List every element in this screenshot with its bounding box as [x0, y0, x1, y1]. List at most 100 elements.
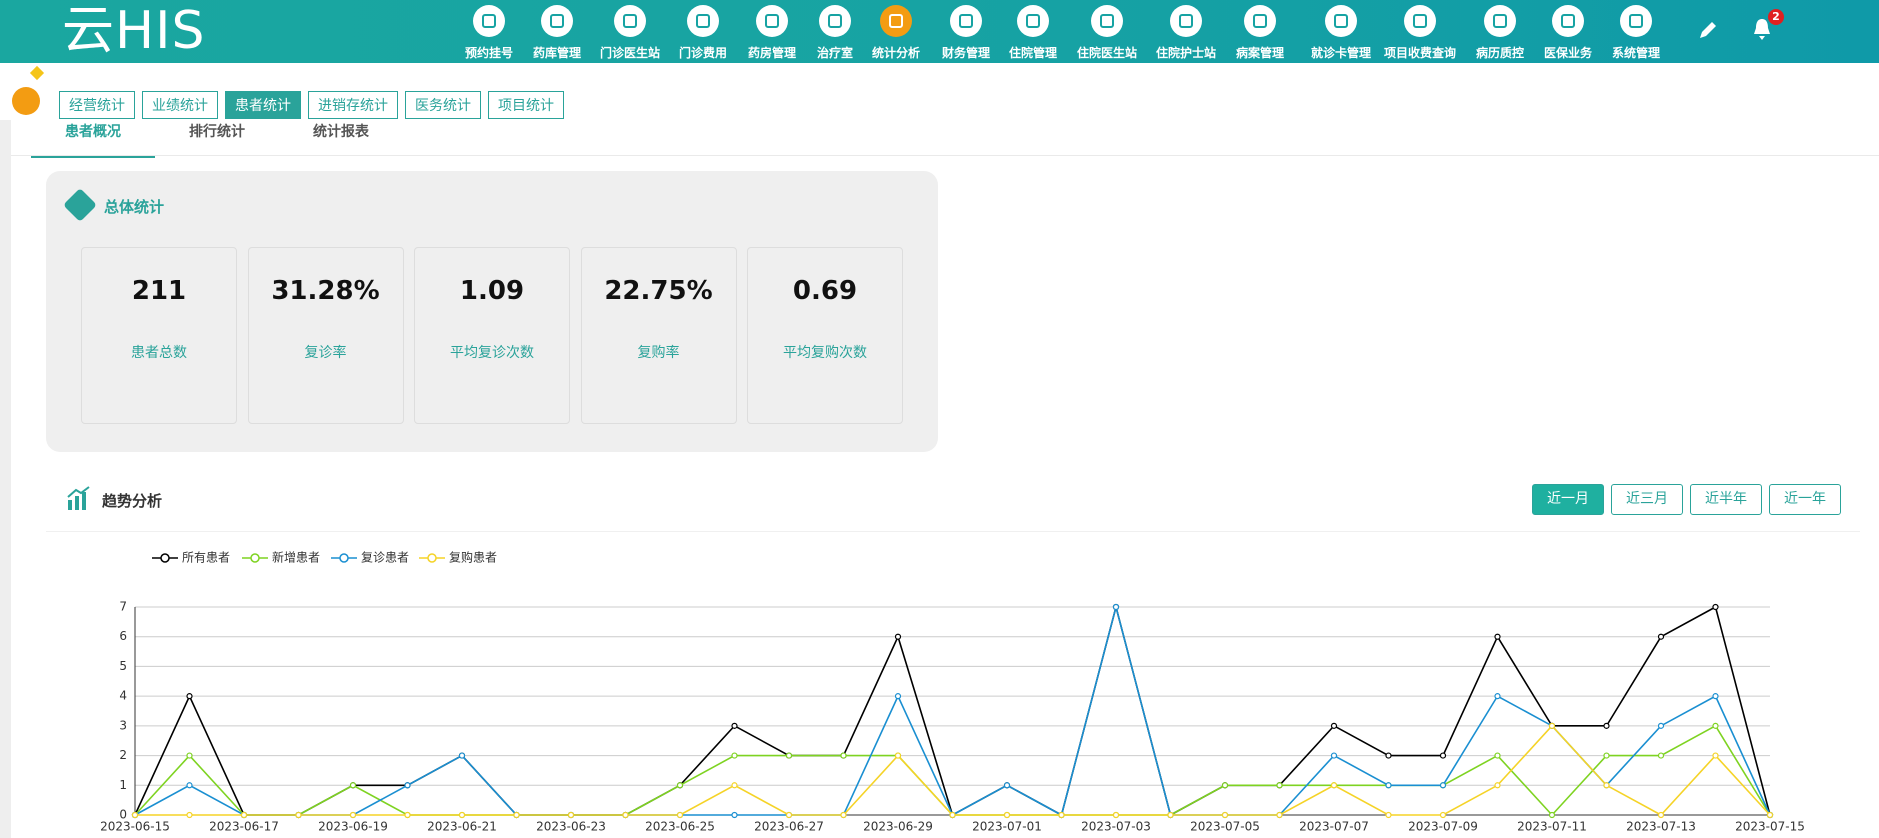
data-point: [949, 811, 956, 819]
nav-label[interactable]: 就诊卡管理: [1310, 46, 1372, 60]
tab[interactable]: 医务统计: [405, 91, 481, 119]
nav-label[interactable]: 财务管理: [941, 46, 991, 60]
nav-label[interactable]: 药库管理: [532, 46, 582, 60]
nav-label[interactable]: 病历质控: [1475, 46, 1525, 60]
divider: [46, 531, 1860, 532]
nav-label[interactable]: 医保业务: [1543, 46, 1593, 60]
bell-icon[interactable]: [1750, 16, 1774, 42]
nav-label[interactable]: 预约挂号: [464, 46, 514, 60]
data-point: [1330, 752, 1338, 759]
stat-value: 211: [131, 276, 187, 306]
nav-label[interactable]: 住院护士站: [1155, 46, 1217, 60]
edit-icon[interactable]: [1696, 18, 1720, 42]
data-point: [186, 782, 193, 789]
stat-label: 复诊率: [304, 345, 347, 361]
badge: 2: [1768, 9, 1784, 25]
nav-label[interactable]: 治疗室: [816, 46, 854, 60]
stat-card: 0.69 平均复购次数: [747, 247, 903, 424]
nav-label[interactable]: 门诊医生站: [599, 46, 661, 60]
nav-icon[interactable]: [1091, 5, 1123, 37]
nav-label[interactable]: 药房管理: [747, 46, 797, 60]
nav-label[interactable]: 住院管理: [1008, 46, 1058, 60]
legend-marker: [160, 553, 170, 563]
nav-label[interactable]: 门诊费用: [678, 46, 728, 60]
legend-marker: [339, 553, 349, 563]
nav-label[interactable]: 住院医生站: [1076, 46, 1138, 60]
data-point: [1712, 722, 1719, 729]
data-point: [1603, 752, 1610, 759]
tab[interactable]: 经营统计: [59, 91, 135, 119]
data-point: [1276, 811, 1283, 819]
nav-icon[interactable]: [819, 5, 851, 37]
nav-label[interactable]: 统计分析: [871, 46, 921, 60]
subtab[interactable]: 排行统计: [189, 124, 245, 140]
nav-icon[interactable]: [687, 5, 719, 37]
stat-label: 平均复购次数: [783, 345, 867, 361]
nav-icon[interactable]: [950, 5, 982, 37]
series-line: [134, 724, 1771, 817]
x-tick-label: 2023-06-29: [863, 820, 933, 834]
data-point: [731, 722, 738, 729]
tab[interactable]: 项目统计: [488, 91, 564, 119]
nav-icon[interactable]: [1620, 5, 1652, 37]
stat-card: 211 患者总数: [81, 247, 237, 424]
data-point: [404, 811, 411, 819]
data-point: [622, 811, 629, 819]
x-tick-label: 2023-07-15: [1735, 820, 1805, 834]
tab[interactable]: 进销存统计: [308, 91, 398, 119]
data-point: [1167, 811, 1174, 819]
legend-label[interactable]: 复诊患者: [361, 551, 409, 565]
data-point: [458, 752, 466, 759]
nav-icon[interactable]: [473, 5, 505, 37]
data-point: [1603, 722, 1610, 729]
nav-icon[interactable]: [756, 5, 788, 37]
range-button[interactable]: 近半年: [1690, 484, 1762, 515]
x-tick-label: 2023-06-27: [754, 820, 824, 834]
legend-label[interactable]: 复购患者: [449, 550, 497, 565]
nav-icon[interactable]: [1484, 5, 1516, 37]
subtab[interactable]: 统计报表: [313, 124, 369, 140]
subtabs: 患者概况 排行统计 统计报表: [31, 121, 403, 158]
x-tick-label: 2023-07-11: [1517, 820, 1587, 834]
nav-icon[interactable]: [1404, 5, 1436, 37]
legend-label[interactable]: 所有患者: [182, 551, 230, 565]
trend-icon: [67, 486, 90, 510]
data-point: [1439, 782, 1447, 789]
range-button[interactable]: 近三月: [1611, 484, 1683, 515]
data-point: [1712, 752, 1719, 759]
nav-icon[interactable]: [614, 5, 646, 37]
series-line: [135, 724, 1771, 817]
y-tick-label: 0: [119, 808, 127, 822]
data-point: [513, 811, 520, 819]
tab[interactable]: 患者统计: [225, 91, 301, 119]
overview-panel: 总体统计 211 患者总数 31.28% 复诊率 1.09 平均复诊次数 22.75% 复购率…: [46, 171, 938, 452]
stat-value: 0.69: [792, 276, 858, 306]
nav-icon[interactable]: [541, 5, 573, 37]
range-button[interactable]: 近一年: [1769, 484, 1841, 515]
legend-label[interactable]: 新增患者: [272, 550, 320, 565]
data-point: [1058, 811, 1065, 819]
data-point: [1330, 722, 1338, 729]
range-button[interactable]: 近一月: [1532, 484, 1604, 515]
nav-label[interactable]: 病案管理: [1235, 46, 1285, 60]
stat-card: 22.75% 复购率: [580, 247, 737, 424]
y-tick-label: 4: [119, 689, 127, 703]
nav-icon[interactable]: [1017, 5, 1049, 37]
nav-label[interactable]: 项目收费查询: [1383, 46, 1457, 60]
legend-marker: [250, 553, 260, 563]
nav-icon[interactable]: [1552, 5, 1584, 37]
x-tick-label: 2023-06-15: [100, 820, 170, 834]
side-icon[interactable]: [12, 87, 40, 115]
nav-icon[interactable]: [1170, 5, 1202, 37]
nav-icon[interactable]: [1244, 5, 1276, 37]
data-point: [676, 782, 684, 789]
stat-label: 复购率: [637, 345, 680, 361]
y-tick-label: 7: [119, 600, 127, 614]
nav-icon[interactable]: [1325, 5, 1357, 37]
nav-label[interactable]: 系统管理: [1611, 46, 1661, 60]
data-point: [1766, 811, 1774, 819]
tab[interactable]: 业绩统计: [142, 91, 218, 119]
nav-icon[interactable]: [880, 5, 912, 37]
subtab[interactable]: 患者概况: [31, 121, 155, 158]
